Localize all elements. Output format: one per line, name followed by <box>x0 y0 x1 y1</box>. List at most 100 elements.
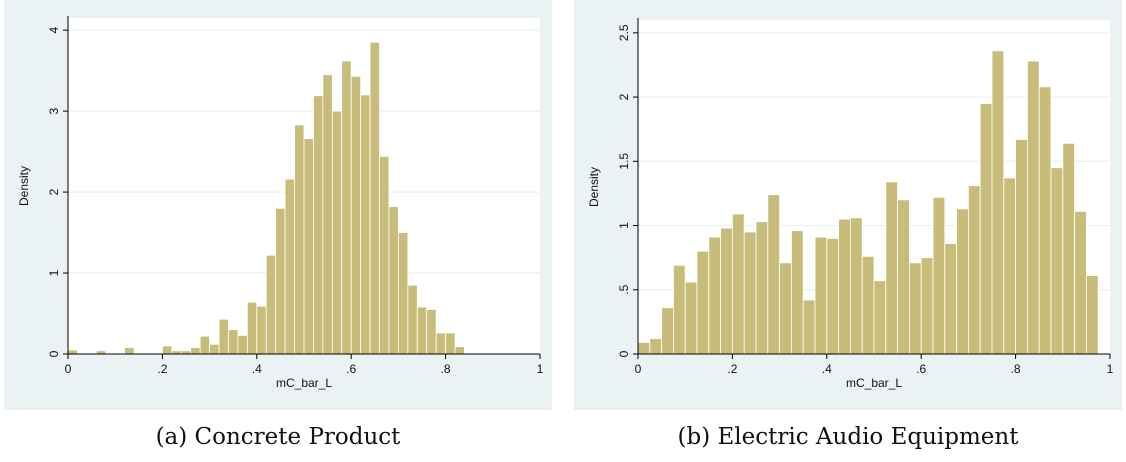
histogram-bar <box>673 264 686 355</box>
histogram-bar <box>161 345 173 355</box>
histogram-bar <box>350 75 362 355</box>
histogram-bar <box>190 347 201 355</box>
histogram-bar <box>1003 177 1016 355</box>
x-tick-label: .8 <box>1011 362 1021 376</box>
histogram-bar <box>838 218 851 355</box>
histogram-bar <box>397 232 409 355</box>
histogram-bar <box>275 207 286 355</box>
histogram-bar <box>407 284 418 355</box>
histogram-bar <box>1026 60 1040 355</box>
y-tick-label: 2 <box>617 93 631 100</box>
y-axis-title: Density <box>17 166 31 206</box>
histogram-bar <box>379 156 390 355</box>
x-tick-label: .2 <box>727 362 737 376</box>
histogram-bar <box>360 94 371 355</box>
y-tick-label: .5 <box>617 284 631 294</box>
histogram-bar <box>779 262 792 355</box>
histogram-bar <box>873 280 887 355</box>
histogram-bar <box>435 332 447 355</box>
histogram-bar <box>265 254 277 355</box>
histogram-bar <box>256 305 267 355</box>
histogram-bar <box>849 217 863 355</box>
chart-panel-concrete-product: 0 1 2 3 4 0 .2 .4 .6 .8 1 mC_bar_L Density <box>4 0 552 410</box>
histogram-bar <box>649 338 663 355</box>
histogram-bar <box>67 349 78 355</box>
histogram-bar <box>1038 86 1052 355</box>
histogram-bar <box>861 255 875 355</box>
y-tick-label: 0 <box>617 350 631 357</box>
y-axis-title: Density <box>587 167 601 207</box>
histogram-bar <box>967 185 981 355</box>
histogram-bar <box>322 74 333 355</box>
histogram-bar <box>908 262 922 355</box>
histogram-bar <box>802 299 816 355</box>
x-tick-label: .8 <box>441 362 451 376</box>
histogram-bar <box>814 236 828 355</box>
histogram-bar <box>826 237 840 355</box>
histogram-bar <box>294 124 305 355</box>
histogram-bar <box>218 318 229 355</box>
histogram-bar <box>341 60 352 355</box>
histogram-bar <box>331 110 343 355</box>
x-tick-label: .4 <box>252 362 262 376</box>
histogram-electric-audio-equipment: 0 .5 1 1.5 2 2.5 0 .2 .4 .6 .8 1 mC_bar_L Density <box>587 18 1114 390</box>
histogram-concrete-product: 0 1 2 3 4 0 .2 .4 .6 .8 1 mC_bar_L Density <box>17 16 544 390</box>
histogram-bar <box>237 334 248 355</box>
histogram-bar <box>885 181 898 355</box>
y-tick-label: 2 <box>47 188 61 195</box>
histogram-bar <box>303 138 314 355</box>
x-tick-label: .6 <box>916 362 926 376</box>
histogram-bar <box>454 346 465 355</box>
histogram-bar <box>991 50 1005 355</box>
histogram-bar <box>637 342 651 355</box>
caption-electric-audio-equipment: (b) Electric Audio Equipment <box>677 424 1019 450</box>
histogram-bar <box>388 206 399 355</box>
histogram-bar <box>1062 142 1075 355</box>
y-tick-label: 4 <box>47 26 61 33</box>
histogram-bar <box>920 257 934 355</box>
histogram-bar <box>743 231 757 355</box>
x-tick-label: .6 <box>346 362 356 376</box>
histogram-bar <box>790 230 804 355</box>
y-tick-label: 3 <box>47 107 61 114</box>
x-tick-label: 1 <box>537 362 544 376</box>
histogram-bar <box>246 301 258 355</box>
histogram-bar <box>1015 139 1028 355</box>
histogram-bar <box>755 221 769 355</box>
histogram-bar <box>696 250 710 355</box>
histogram-bar <box>979 103 993 355</box>
histogram-bar <box>708 236 722 355</box>
histogram-bar <box>767 194 781 355</box>
histogram-bar <box>684 281 698 355</box>
histogram-bar <box>661 307 674 355</box>
x-tick-label: 1 <box>1107 362 1114 376</box>
histogram-bar <box>209 343 220 355</box>
histogram-bar <box>731 213 745 355</box>
histogram-bar <box>1074 211 1087 355</box>
histogram-bar <box>416 306 428 355</box>
x-axis-title: mC_bar_L <box>276 376 332 390</box>
histogram-bar <box>956 208 969 355</box>
y-tick-label: 2.5 <box>617 24 631 41</box>
x-tick-label: .2 <box>157 362 167 376</box>
histogram-bar <box>284 178 295 355</box>
histogram-bar <box>720 227 733 355</box>
histogram-bar <box>1086 275 1099 355</box>
histogram-bar <box>124 347 135 355</box>
histogram-bar <box>199 335 211 355</box>
histogram-bar <box>897 199 910 355</box>
histogram-bar <box>228 329 239 355</box>
y-tick-label: 1 <box>47 269 61 276</box>
histogram-bar <box>445 332 456 355</box>
x-tick-label: .4 <box>822 362 832 376</box>
histogram-bar <box>944 243 957 355</box>
histogram-bar <box>313 95 324 355</box>
y-tick-label: 0 <box>47 350 61 357</box>
histogram-bar <box>1050 167 1064 355</box>
y-tick-label: 1.5 <box>617 153 631 170</box>
chart-panel-electric-audio-equipment: 0 .5 1 1.5 2 2.5 0 .2 .4 .6 .8 1 mC_bar_L Density <box>574 0 1122 410</box>
x-tick-label: 0 <box>65 362 72 376</box>
x-axis-title: mC_bar_L <box>846 376 902 390</box>
x-tick-label: 0 <box>635 362 642 376</box>
histogram-bar <box>932 196 946 355</box>
